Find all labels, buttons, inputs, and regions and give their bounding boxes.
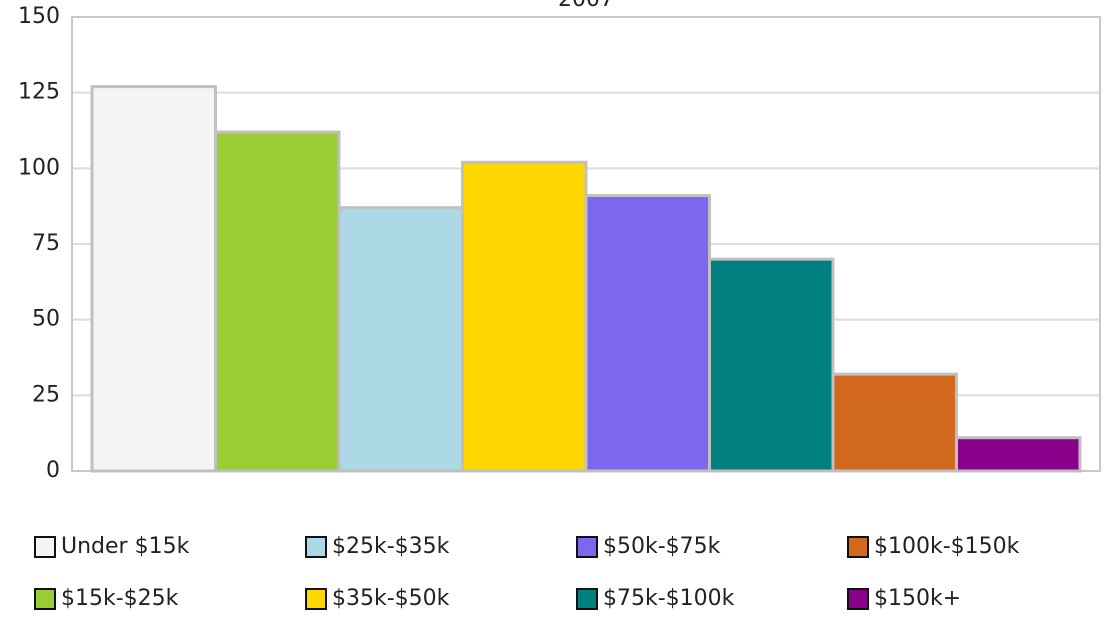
bar — [708, 257, 835, 473]
bar — [214, 130, 341, 473]
legend-label: $15k-$25k — [61, 586, 179, 611]
legend-swatch — [847, 588, 869, 610]
bar — [955, 436, 1082, 473]
bar — [584, 194, 711, 473]
y-tick-label: 0 — [46, 458, 60, 483]
y-tick-label: 25 — [32, 382, 60, 407]
legend-swatch — [34, 536, 56, 558]
legend-label: Under $15k — [61, 534, 190, 559]
legend-swatch — [34, 588, 56, 610]
legend-label: $25k-$35k — [332, 534, 450, 559]
legend-label: $50k-$75k — [603, 534, 721, 559]
y-tick-label: 75 — [32, 231, 60, 256]
bar — [90, 85, 217, 473]
legend-label: $75k-$100k — [603, 586, 735, 611]
legend-swatch — [305, 536, 327, 558]
legend-label: $35k-$50k — [332, 586, 450, 611]
y-tick-label: 150 — [18, 4, 60, 29]
bar — [461, 160, 588, 473]
legend-swatch — [576, 536, 598, 558]
legend-label: $100k-$150k — [874, 534, 1020, 559]
y-tick-label: 125 — [18, 80, 60, 105]
legend-swatch — [305, 588, 327, 610]
legend-swatch — [847, 536, 869, 558]
y-tick-label: 100 — [18, 155, 60, 180]
bar — [831, 372, 958, 473]
legend-swatch — [576, 588, 598, 610]
bar — [337, 206, 464, 473]
y-tick-label: 50 — [32, 307, 60, 332]
legend-label: $150k+ — [874, 586, 961, 611]
chart-title: 2007 — [558, 0, 614, 12]
